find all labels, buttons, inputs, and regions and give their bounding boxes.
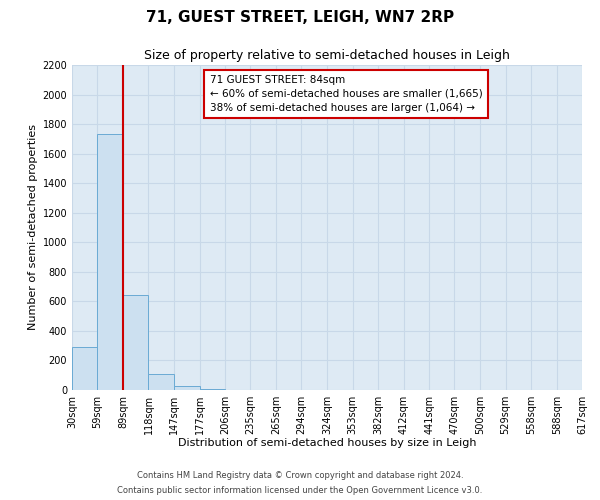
Title: Size of property relative to semi-detached houses in Leigh: Size of property relative to semi-detach… <box>144 50 510 62</box>
X-axis label: Distribution of semi-detached houses by size in Leigh: Distribution of semi-detached houses by … <box>178 438 476 448</box>
Bar <box>97 134 123 390</box>
Y-axis label: Number of semi-detached properties: Number of semi-detached properties <box>28 124 38 330</box>
Bar <box>173 386 200 390</box>
Text: Contains HM Land Registry data © Crown copyright and database right 2024.: Contains HM Land Registry data © Crown c… <box>137 471 463 480</box>
Text: Contains public sector information licensed under the Open Government Licence v3: Contains public sector information licen… <box>118 486 482 495</box>
Text: 71 GUEST STREET: 84sqm
← 60% of semi-detached houses are smaller (1,665)
38% of : 71 GUEST STREET: 84sqm ← 60% of semi-det… <box>210 74 482 113</box>
Bar <box>148 374 173 390</box>
Bar <box>123 296 148 390</box>
Text: 71, GUEST STREET, LEIGH, WN7 2RP: 71, GUEST STREET, LEIGH, WN7 2RP <box>146 10 454 25</box>
Bar <box>72 347 97 390</box>
